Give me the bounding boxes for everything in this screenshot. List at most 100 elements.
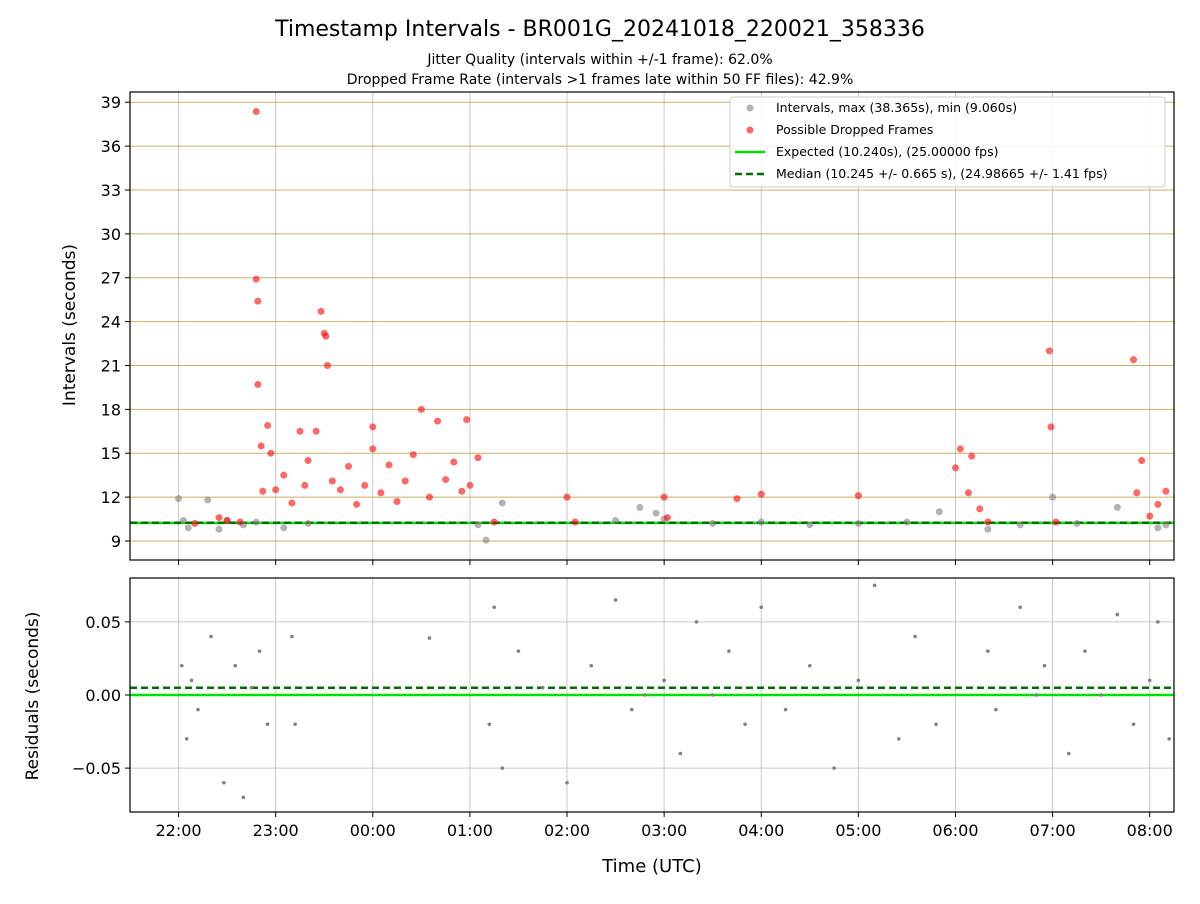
interval-point xyxy=(215,525,223,533)
residual-point xyxy=(1156,620,1160,624)
residual-point xyxy=(189,678,194,683)
residual-point xyxy=(1131,722,1136,727)
dropped-frame-point xyxy=(450,458,458,466)
dropped-frame-point xyxy=(252,275,260,283)
interval-point xyxy=(179,517,187,525)
residual-point xyxy=(500,766,505,770)
residual-point xyxy=(1083,649,1087,653)
residual-point xyxy=(986,649,990,653)
residual-point xyxy=(1115,612,1120,617)
residual-point xyxy=(1167,737,1171,741)
residual-point xyxy=(832,766,836,770)
interval-point xyxy=(636,503,644,511)
bottom-plot-area xyxy=(130,583,1174,800)
chart-subtitle-dropped: Dropped Frame Rate (intervals >1 frames … xyxy=(347,72,854,88)
x-tick-label: 08:00 xyxy=(1127,821,1173,840)
residual-point xyxy=(629,707,634,712)
dropped-frame-point xyxy=(1133,489,1141,497)
dropped-frame-point xyxy=(409,451,417,459)
x-tick-label: 07:00 xyxy=(1030,821,1076,840)
dropped-frame-point xyxy=(259,487,267,495)
residual-point xyxy=(257,649,262,653)
dropped-frame-point xyxy=(956,445,964,453)
dropped-frame-point xyxy=(490,518,498,526)
dropped-frame-point xyxy=(733,495,741,503)
dropped-frame-point xyxy=(272,486,280,494)
residual-point xyxy=(1018,605,1023,610)
dropped-frame-point xyxy=(312,427,320,435)
dropped-frame-point xyxy=(361,481,369,489)
dropped-frame-point xyxy=(976,505,984,513)
legend-dropped-marker xyxy=(746,126,754,134)
interval-point xyxy=(612,517,620,525)
residual-point xyxy=(222,780,226,785)
residual-point xyxy=(184,737,189,741)
dropped-frame-point xyxy=(257,442,265,450)
top-y-tick-label: 21 xyxy=(101,356,121,375)
residual-point xyxy=(492,605,496,610)
residual-point xyxy=(241,795,246,800)
dropped-frame-point xyxy=(458,487,466,495)
x-tick-label: 04:00 xyxy=(738,821,784,840)
residuals-panel: 22:00 23:00 00:00 01:00 02:00 03:00 04:00 05:00… xyxy=(72,577,1175,840)
dropped-frame-point xyxy=(322,332,330,340)
residual-point xyxy=(808,663,812,668)
top-y-tick-label: 12 xyxy=(101,488,121,507)
dropped-frame-point xyxy=(434,417,442,425)
dropped-frame-point xyxy=(369,423,377,431)
dropped-frame-point xyxy=(223,517,231,525)
dropped-frame-point xyxy=(377,489,385,497)
bottom-axes-frame xyxy=(129,577,1175,813)
top-y-tick-label: 30 xyxy=(101,225,121,244)
top-y-tick-label: 9 xyxy=(111,532,121,551)
residual-point xyxy=(710,693,715,697)
dropped-frame-point xyxy=(425,493,433,501)
top-y-tick-label: 24 xyxy=(101,313,121,332)
residual-point xyxy=(783,707,788,712)
dropped-frame-point xyxy=(463,416,471,424)
dropped-frame-point xyxy=(215,514,223,522)
interval-point xyxy=(175,495,183,503)
dropped-frame-point xyxy=(660,493,668,501)
dropped-frame-point xyxy=(264,421,272,429)
residual-point xyxy=(613,598,618,602)
residual-point xyxy=(727,649,731,653)
top-y-tick-label: 27 xyxy=(101,269,121,288)
dropped-frame-point xyxy=(968,452,976,460)
interval-point xyxy=(1162,521,1170,529)
bottom-y-tick-label: 0.05 xyxy=(85,613,121,632)
x-tick-label: 00:00 xyxy=(350,821,396,840)
chart-title: Timestamp Intervals - BR001G_20241018_22… xyxy=(274,17,925,42)
interval-point xyxy=(984,525,992,533)
residual-point xyxy=(994,707,998,712)
residual-point xyxy=(1042,663,1047,668)
x-tick-label: 01:00 xyxy=(447,821,493,840)
legend-expected-label: Expected (10.240s), (25.00000 fps) xyxy=(776,144,998,159)
interval-point xyxy=(652,509,660,517)
dropped-frame-point xyxy=(466,481,474,489)
residual-point xyxy=(662,678,666,683)
top-y-tick-label: 15 xyxy=(101,444,121,463)
top-y-tick-label: 39 xyxy=(101,93,121,112)
dropped-frame-point xyxy=(254,297,262,305)
dropped-frame-point xyxy=(301,481,309,489)
residual-point xyxy=(856,678,861,683)
interval-point xyxy=(304,519,312,527)
residual-point xyxy=(540,685,545,690)
dropped-frame-point xyxy=(984,518,992,526)
dropped-frame-point xyxy=(304,457,312,465)
legend-box xyxy=(729,96,1166,188)
interval-point xyxy=(806,521,814,529)
dropped-frame-point xyxy=(317,307,325,315)
dropped-frame-point xyxy=(1130,356,1138,364)
x-tick-label: 23:00 xyxy=(253,821,299,840)
dropped-frame-point xyxy=(267,449,275,457)
x-tick-label: 02:00 xyxy=(544,821,590,840)
interval-point xyxy=(854,519,862,527)
x-tick-label: 06:00 xyxy=(932,821,978,840)
residual-point xyxy=(694,620,699,624)
residual-point xyxy=(516,649,521,653)
legend: Intervals, max (38.365s), min (9.060s) P… xyxy=(729,96,1166,188)
bottom-y-tick-label: −0.05 xyxy=(72,759,121,778)
dropped-frame-point xyxy=(328,477,336,485)
